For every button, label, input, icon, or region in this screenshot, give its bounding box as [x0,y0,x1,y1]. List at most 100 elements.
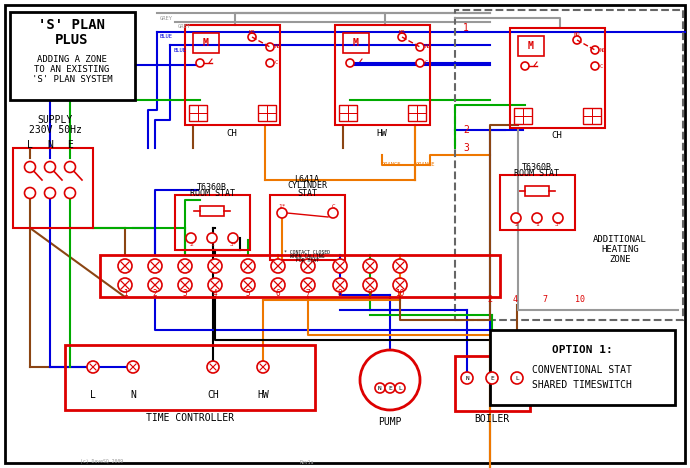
Circle shape [511,372,523,384]
Circle shape [393,259,407,273]
Circle shape [241,259,255,273]
Bar [408,105,426,121]
Text: SHARED TIMESWITCH: SHARED TIMESWITCH [532,380,632,390]
Circle shape [257,361,269,373]
Bar [258,105,267,113]
Text: N: N [378,386,382,390]
Text: BLUE: BLUE [160,35,173,39]
Text: M: M [353,38,359,48]
Circle shape [346,59,354,67]
Text: 2: 2 [488,295,493,305]
Text: 5: 5 [246,288,250,298]
Text: 1: 1 [535,222,539,227]
Circle shape [248,33,256,41]
Text: 'S' PLAN SYSTEM: 'S' PLAN SYSTEM [32,75,112,85]
Circle shape [277,208,287,218]
Bar [335,25,430,125]
Circle shape [553,213,563,223]
Text: L641A: L641A [295,176,319,184]
Circle shape [360,350,420,410]
Circle shape [301,259,315,273]
Bar [525,186,549,196]
Bar [592,108,601,116]
Circle shape [416,59,424,67]
Text: ZONE: ZONE [609,256,631,264]
Text: CONVENTIONAL STAT: CONVENTIONAL STAT [532,365,632,375]
Circle shape [486,372,498,384]
Text: * CONTACT CLOSED: * CONTACT CLOSED [284,249,330,255]
Text: NO: NO [399,29,405,35]
Text: C: C [275,60,278,66]
Text: NO: NO [574,32,580,37]
Text: CYLINDER: CYLINDER [287,182,327,190]
Circle shape [266,59,274,67]
Text: PLUS: PLUS [55,33,89,47]
Text: HW: HW [257,390,269,400]
Circle shape [591,46,599,54]
Text: 8: 8 [337,288,342,298]
Circle shape [241,278,255,292]
Text: 9: 9 [368,288,373,298]
Bar [189,113,198,121]
Text: 1: 1 [123,288,128,298]
Bar [510,28,605,128]
Text: 1*: 1* [278,205,286,210]
Text: N: N [130,390,136,400]
Text: CH: CH [551,132,562,140]
Text: C: C [425,60,428,66]
Circle shape [532,213,542,223]
Text: 2: 2 [514,222,518,227]
Circle shape [87,361,99,373]
Bar [189,105,198,113]
Circle shape [208,278,222,292]
Bar [258,113,267,121]
Bar [455,10,683,320]
Bar [200,206,224,216]
Bar [193,33,219,53]
Text: ADDING A ZONE: ADDING A ZONE [37,56,107,65]
Text: GREY: GREY [178,24,191,29]
Circle shape [333,259,347,273]
Bar [523,116,532,124]
Text: M: M [203,38,209,48]
Text: 7: 7 [542,295,547,305]
Bar [408,113,417,121]
Text: C: C [600,64,603,68]
Text: 4: 4 [513,295,518,305]
Circle shape [178,259,192,273]
Text: HW: HW [377,129,387,138]
Bar [408,105,417,113]
Text: E: E [67,140,73,150]
Text: L: L [398,386,402,390]
Bar [13,148,93,228]
Circle shape [148,259,162,273]
Bar [490,330,675,405]
Circle shape [591,62,599,70]
Bar [583,116,592,124]
Text: 10: 10 [575,295,585,305]
Text: 3*: 3* [229,242,237,248]
Text: E: E [388,386,392,390]
Bar [198,113,207,121]
Text: L: L [90,390,96,400]
Text: 230V 50Hz: 230V 50Hz [28,125,81,135]
Text: NC: NC [425,44,431,50]
Text: Rev1a: Rev1a [300,460,315,465]
Text: 10: 10 [395,288,404,298]
Text: STAT: STAT [297,189,317,197]
Circle shape [118,278,132,292]
Circle shape [196,59,204,67]
Bar [455,356,530,411]
Text: GREY: GREY [160,15,173,21]
Text: 3*: 3* [554,222,562,227]
Text: 2: 2 [189,242,193,248]
Text: ROOM STAT: ROOM STAT [190,190,235,198]
Text: ORANGE: ORANGE [382,162,402,168]
Bar [417,113,426,121]
Circle shape [385,383,395,393]
Circle shape [416,43,424,51]
Bar [343,33,369,53]
Bar [523,108,532,116]
Bar [267,113,276,121]
Circle shape [521,62,529,70]
